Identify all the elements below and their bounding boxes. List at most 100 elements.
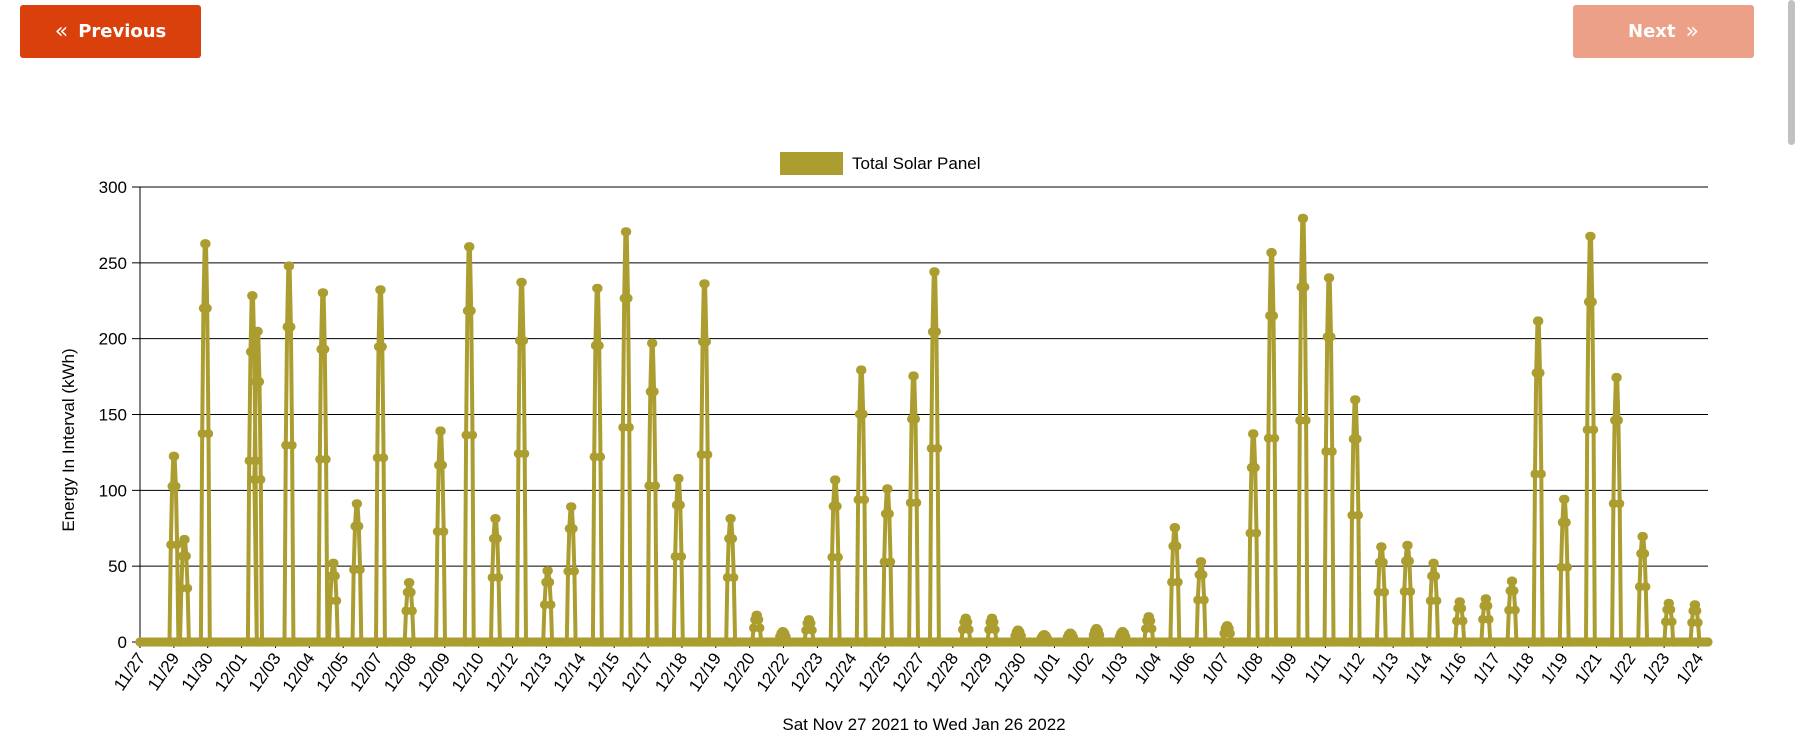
data-point <box>518 336 529 346</box>
data-point <box>853 495 863 505</box>
x-tick-label: 12/20 <box>719 649 759 695</box>
data-point <box>1399 586 1409 597</box>
data-point <box>1661 617 1671 627</box>
data-point <box>543 566 553 576</box>
data-point <box>437 460 447 470</box>
data-point <box>749 623 759 633</box>
data-point <box>1429 558 1439 568</box>
series-total-solar-panel <box>135 213 1713 647</box>
data-point <box>432 527 442 537</box>
data-point <box>401 606 411 616</box>
data-point <box>513 449 524 459</box>
data-point <box>1141 624 1151 634</box>
x-tick-label: 1/11 <box>1301 649 1335 686</box>
data-point <box>594 340 604 351</box>
data-point <box>1481 594 1492 604</box>
data-point <box>1198 570 1208 580</box>
x-tick-label: 12/12 <box>482 649 522 695</box>
data-point <box>1587 297 1597 307</box>
x-tick-label: 12/09 <box>414 649 454 695</box>
data-point <box>622 227 632 237</box>
data-point <box>1353 510 1363 520</box>
x-tick-label: 12/29 <box>956 649 996 695</box>
data-point <box>170 451 180 461</box>
data-point <box>1170 523 1181 533</box>
data-point <box>674 473 684 484</box>
x-tick-label: 1/03 <box>1097 649 1132 687</box>
data-point <box>623 293 633 303</box>
previous-button[interactable]: « Previous <box>20 5 201 58</box>
data-point <box>984 625 994 635</box>
data-point <box>249 347 259 357</box>
data-point <box>905 498 916 508</box>
data-point <box>281 440 291 450</box>
data-point <box>883 484 893 494</box>
data-point <box>593 283 603 293</box>
data-point <box>1483 601 1493 611</box>
data-point <box>648 338 658 348</box>
data-point <box>1172 541 1182 551</box>
data-point <box>722 572 733 583</box>
data-point <box>1403 540 1413 551</box>
data-point <box>254 377 265 387</box>
data-point <box>1347 510 1357 520</box>
data-point <box>1458 616 1468 626</box>
data-point <box>1321 446 1331 457</box>
data-point <box>729 572 739 583</box>
x-tick-label: 12/05 <box>313 649 353 695</box>
data-point <box>989 617 999 627</box>
data-point <box>1326 332 1336 342</box>
data-point <box>884 509 894 519</box>
data-point <box>253 326 263 336</box>
data-point <box>1641 582 1651 592</box>
data-point <box>807 625 817 635</box>
data-point <box>377 342 387 352</box>
data-point <box>406 587 416 597</box>
x-tick-label: 12/03 <box>245 649 285 695</box>
x-tick-label: 12/25 <box>854 649 894 695</box>
legend-swatch <box>780 152 843 175</box>
next-button-label: Next <box>1628 21 1676 42</box>
x-tick-label: 12/27 <box>888 649 928 695</box>
next-button[interactable]: Next » <box>1573 5 1754 58</box>
x-tick-label: 1/19 <box>1537 649 1572 687</box>
data-point <box>1406 586 1416 597</box>
page-scrollbar[interactable] <box>1788 0 1795 145</box>
x-tick-label: 1/14 <box>1402 649 1437 687</box>
data-point <box>1561 517 1571 528</box>
data-point <box>1268 311 1279 321</box>
previous-button-label: Previous <box>78 21 167 42</box>
data-point <box>1270 433 1280 443</box>
data-point <box>1352 434 1362 444</box>
data-point <box>833 552 843 562</box>
data-point <box>1146 616 1156 626</box>
data-point <box>624 422 634 432</box>
x-tick-label: 1/21 <box>1571 649 1606 687</box>
x-tick-label: 1/12 <box>1334 649 1369 687</box>
y-tick-label: 50 <box>108 557 127 576</box>
data-point <box>990 625 1000 635</box>
x-tick-label: 11/30 <box>178 649 217 694</box>
x-tick-label: 12/14 <box>550 649 590 695</box>
data-point <box>467 430 478 440</box>
data-point <box>1638 531 1648 542</box>
x-tick-label: 12/23 <box>787 649 827 695</box>
data-point <box>1612 372 1622 383</box>
x-tick-label: 1/13 <box>1368 649 1403 687</box>
data-point <box>1404 556 1414 566</box>
data-point <box>256 474 266 485</box>
data-point <box>1300 282 1310 292</box>
x-axis-ticks: 11/2711/2911/3012/0112/0312/0412/0512/07… <box>110 642 1707 695</box>
data-point <box>676 551 687 562</box>
data-point <box>461 430 471 440</box>
data-point <box>675 500 685 510</box>
data-point <box>1295 415 1305 425</box>
chart-legend[interactable]: Total Solar Panel <box>780 152 981 175</box>
x-tick-label: 1/04 <box>1131 649 1166 687</box>
data-point <box>618 422 628 432</box>
data-point <box>439 527 449 537</box>
data-point <box>703 450 713 460</box>
data-point <box>407 606 417 616</box>
data-point <box>754 615 764 625</box>
